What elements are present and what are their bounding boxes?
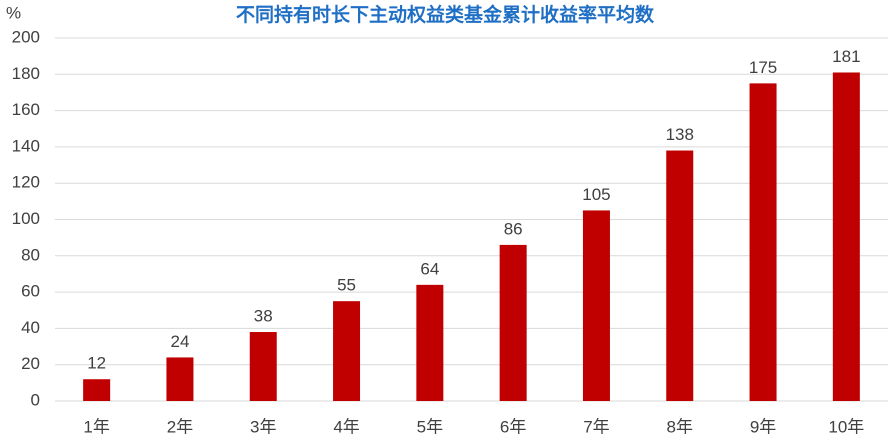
bar	[249, 332, 277, 401]
x-tick-label: 2年	[167, 417, 193, 436]
bar	[582, 210, 610, 401]
data-label: 105	[582, 185, 610, 204]
y-tick-label: 140	[12, 136, 40, 155]
bar	[416, 284, 444, 401]
x-tick-label: 4年	[333, 417, 359, 436]
y-tick-label: 160	[12, 100, 40, 119]
y-tick-label: 180	[12, 64, 40, 83]
chart-title: 不同持有时长下主动权益类基金累计收益率平均数	[236, 3, 655, 26]
y-tick-label: 200	[12, 27, 40, 46]
x-tick-label: 3年	[250, 417, 276, 436]
x-tick-label: 9年	[750, 417, 776, 436]
x-tick-label: 10年	[828, 417, 864, 436]
data-label: 24	[170, 332, 189, 351]
y-tick-label: 100	[12, 209, 40, 228]
bar	[499, 244, 527, 401]
x-tick-label: 8年	[667, 417, 693, 436]
x-tick-label: 1年	[83, 417, 109, 436]
bar	[666, 150, 694, 401]
y-tick-label: 40	[21, 318, 40, 337]
bar	[83, 379, 111, 401]
y-tick-label: 20	[21, 354, 40, 373]
x-tick-label: 5年	[417, 417, 443, 436]
data-label: 12	[87, 354, 106, 373]
data-label: 86	[504, 219, 523, 238]
bar	[166, 357, 194, 401]
y-tick-label: 60	[21, 282, 40, 301]
bar	[333, 301, 361, 401]
data-label: 38	[254, 307, 273, 326]
data-label: 64	[420, 259, 439, 278]
x-tick-label: 7年	[583, 417, 609, 436]
bar	[749, 83, 777, 401]
y-tick-label: 0	[31, 390, 40, 409]
y-tick-label: 80	[21, 245, 40, 264]
data-label: 138	[666, 125, 694, 144]
y-tick-label: 120	[12, 173, 40, 192]
y-axis-label: %	[6, 3, 21, 22]
data-label: 181	[832, 47, 860, 66]
x-tick-label: 6年	[500, 417, 526, 436]
data-label: 175	[749, 58, 777, 77]
data-label: 55	[337, 276, 356, 295]
bar	[832, 72, 860, 402]
